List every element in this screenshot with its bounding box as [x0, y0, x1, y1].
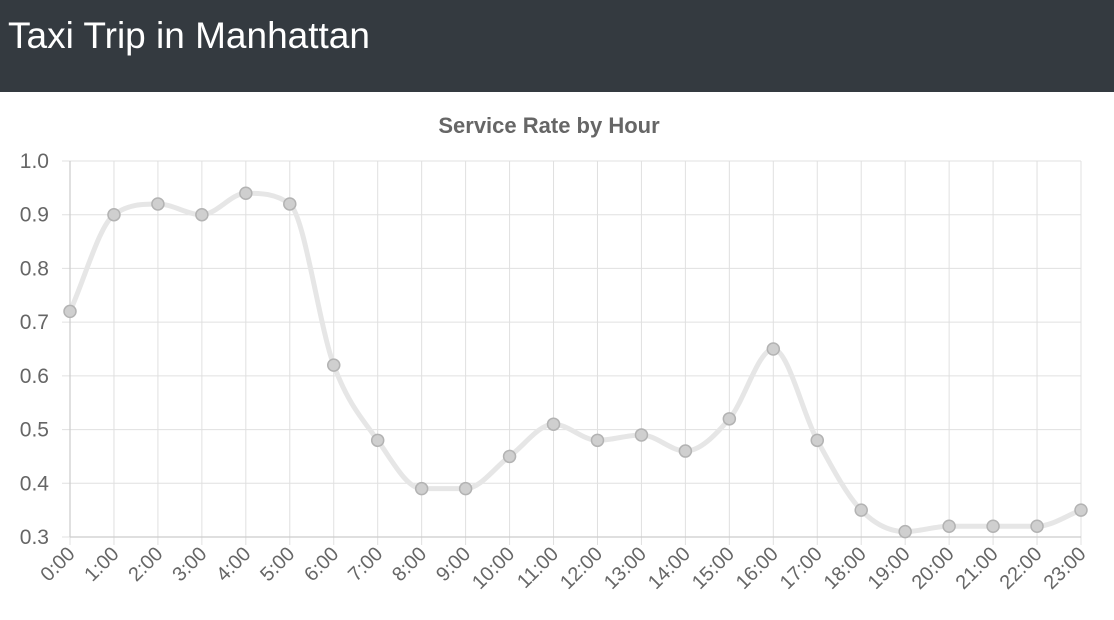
x-tick-label: 10:00 — [468, 543, 519, 594]
data-point[interactable] — [854, 503, 868, 517]
y-axis-ticks: 0.3 0.4 0.5 0.6 0.7 0.8 0.9 1.0 — [20, 150, 50, 549]
x-axis-ticks: 0:00 1:00 2:00 3:00 4:00 5:00 6:00 7:00 8:00 9:00… — [36, 543, 1090, 594]
data-point[interactable] — [898, 524, 912, 539]
data-point[interactable] — [414, 481, 429, 496]
service-rate-chart: Service Rate by Hour 0.30.40.50.60.70.80… — [20, 113, 1091, 594]
chart-title: Service Rate by Hour — [438, 113, 660, 138]
x-tick-label: 4:00 — [212, 543, 255, 586]
x-tick-label: 21:00 — [952, 543, 1003, 594]
navbar-brand-title[interactable]: Taxi Trip in Manhattan — [8, 15, 370, 56]
data-point[interactable] — [810, 433, 825, 448]
data-point[interactable] — [1030, 519, 1044, 534]
x-tick-label: 5:00 — [256, 543, 299, 586]
data-point[interactable] — [195, 207, 209, 222]
x-tick-label: 17:00 — [776, 543, 827, 594]
y-tick-label: 0.4 — [20, 472, 50, 495]
x-tick-label: 11:00 — [513, 543, 563, 593]
data-point[interactable] — [546, 417, 561, 431]
x-tick-label: 7:00 — [344, 543, 387, 586]
x-tick-label: 6:00 — [300, 543, 343, 586]
x-tick-label: 15:00 — [688, 543, 739, 594]
data-point[interactable] — [63, 304, 77, 319]
data-point[interactable] — [722, 412, 737, 426]
x-tick-label: 8:00 — [388, 543, 431, 586]
x-tick-label: 16:00 — [732, 543, 783, 594]
chart-container: Service Rate by Hour 0.3 0.4 0.5 0.6 0.7 0.8 0… — [0, 92, 1114, 620]
y-tick-label: 1.0 — [20, 150, 49, 173]
x-tick-label: 22:00 — [996, 543, 1047, 594]
y-tick-label: 0.5 — [20, 419, 49, 442]
x-tick-label: 0:00 — [36, 543, 79, 586]
data-point[interactable] — [942, 519, 956, 534]
data-point[interactable] — [239, 186, 253, 200]
axes — [69, 161, 1081, 538]
x-tick-label: 12:00 — [556, 543, 607, 594]
data-point[interactable] — [151, 197, 165, 211]
data-point[interactable] — [107, 207, 121, 222]
x-tick-label: 1:00 — [80, 543, 123, 586]
data-point[interactable] — [458, 481, 473, 496]
data-points — [63, 186, 1088, 539]
x-tick-label: 20:00 — [908, 543, 959, 594]
data-point[interactable] — [590, 433, 605, 448]
x-tick-label: 3:00 — [168, 543, 211, 586]
x-tick-label: 19:00 — [864, 543, 915, 594]
x-tick-label: 2:00 — [124, 543, 167, 586]
grid — [62, 160, 1082, 545]
data-point[interactable] — [370, 433, 385, 448]
x-tick-label: 23:00 — [1040, 543, 1091, 594]
y-tick-label: 0.6 — [20, 365, 49, 388]
y-tick-label: 0.9 — [20, 204, 49, 227]
y-tick-label: 0.3 — [20, 526, 49, 549]
data-point[interactable] — [766, 342, 781, 356]
x-tick-label: 13:00 — [600, 543, 651, 594]
data-point[interactable] — [502, 449, 517, 464]
data-point[interactable] — [986, 519, 1000, 534]
data-point[interactable] — [678, 444, 693, 458]
navbar: Taxi Trip in Manhattan — [0, 0, 1114, 92]
x-tick-label: 14:00 — [644, 543, 695, 594]
y-tick-label: 0.8 — [20, 257, 49, 280]
y-tick-label: 0.7 — [20, 311, 49, 334]
data-point[interactable] — [326, 358, 341, 372]
data-point[interactable] — [1074, 503, 1088, 517]
x-tick-label: 18:00 — [820, 543, 871, 594]
data-point[interactable] — [283, 197, 297, 211]
data-point[interactable] — [634, 428, 649, 442]
series-line — [67, 190, 1084, 535]
